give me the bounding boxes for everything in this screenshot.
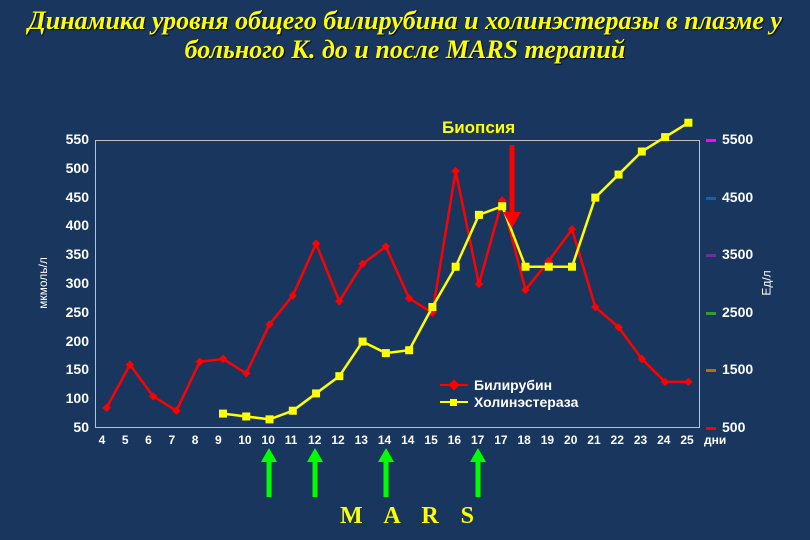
x-tick: 6	[145, 433, 152, 447]
x-tick: 18	[517, 433, 530, 447]
mars-label: M A R S	[340, 503, 482, 530]
x-tick: 8	[192, 433, 199, 447]
y1-tick: 500	[66, 160, 89, 176]
x-tick: 11	[285, 433, 298, 447]
y1-tick: 550	[66, 131, 89, 147]
x-tick: 25	[680, 433, 693, 447]
y1-tick: 400	[66, 217, 89, 233]
x-tick: 9	[215, 433, 222, 447]
x-tick: 22	[611, 433, 624, 447]
x-tick: 12	[308, 433, 321, 447]
x-tick: 10	[262, 433, 275, 447]
x-tick: 23	[634, 433, 647, 447]
y1-tick: 200	[66, 333, 89, 349]
y2-tick-dash	[706, 312, 716, 315]
legend-item-cholinesterase: Холинэстераза	[440, 394, 578, 410]
legend-item-bilirubin: Билирубин	[440, 377, 578, 393]
legend-label: Билирубин	[474, 377, 552, 393]
y2-tick: 3500	[722, 246, 753, 262]
legend-marker-bilirubin	[440, 384, 468, 386]
x-tick: 17	[471, 433, 484, 447]
x-tick: 13	[355, 433, 368, 447]
biopsy-label: Биопсия	[442, 118, 515, 138]
y1-tick: 250	[66, 304, 89, 320]
x-tick: 14	[378, 433, 391, 447]
x-tick: 16	[448, 433, 461, 447]
x-tick: 10	[238, 433, 251, 447]
y2-tick: 1500	[722, 361, 753, 377]
y1-tick: 50	[73, 419, 89, 435]
y1-tick: 300	[66, 275, 89, 291]
x-tick: 14	[401, 433, 414, 447]
x-tick: 24	[657, 433, 670, 447]
legend: Билирубин Холинэстераза	[440, 376, 578, 411]
chart-svg	[0, 0, 810, 540]
x-tick: 7	[168, 433, 175, 447]
y2-tick-dash	[706, 369, 716, 372]
x-tick: 19	[541, 433, 554, 447]
y2-tick-dash	[706, 197, 716, 200]
x-tick: 20	[564, 433, 577, 447]
y2-tick-dash	[706, 139, 716, 142]
y1-tick: 100	[66, 390, 89, 406]
x-tick: 4	[99, 433, 106, 447]
x-tick: 15	[424, 433, 437, 447]
x-unit-label: дни	[704, 433, 726, 447]
y1-tick: 350	[66, 246, 89, 262]
y2-tick-dash	[706, 427, 716, 430]
x-tick: 5	[122, 433, 129, 447]
y2-tick: 5500	[722, 131, 753, 147]
x-tick: 21	[587, 433, 600, 447]
x-tick: 17	[494, 433, 507, 447]
y1-tick: 450	[66, 189, 89, 205]
y1-tick: 150	[66, 361, 89, 377]
y2-tick-dash	[706, 254, 716, 257]
x-tick: 12	[331, 433, 344, 447]
legend-marker-cholinesterase	[440, 401, 468, 403]
y2-tick: 4500	[722, 189, 753, 205]
legend-label: Холинэстераза	[474, 394, 578, 410]
y2-tick: 2500	[722, 304, 753, 320]
